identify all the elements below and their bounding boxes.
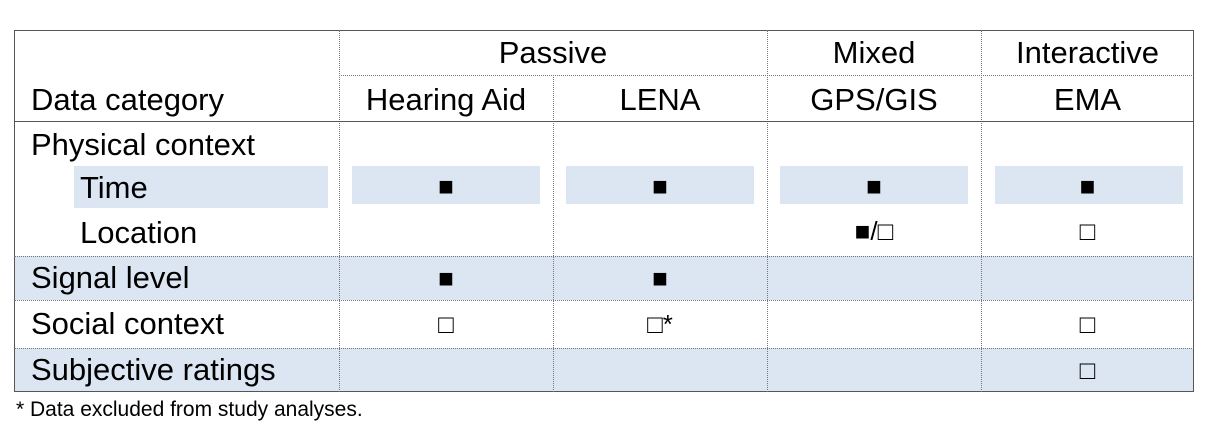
cell-signal-level-hearing-aid: ■ bbox=[438, 263, 454, 293]
row-divider bbox=[14, 348, 1194, 349]
column-divider bbox=[339, 30, 340, 392]
band-subjective-ratings bbox=[14, 348, 1194, 392]
header-divider bbox=[14, 121, 1194, 122]
row-label-subjective-ratings: Subjective ratings bbox=[31, 352, 276, 387]
cell-location-ema: □ bbox=[1079, 216, 1096, 246]
column-header-hearing-aid: Hearing Aid bbox=[365, 82, 527, 117]
cell-location-gps-gis: ■/□ bbox=[854, 216, 894, 246]
group-header-mixed: Mixed bbox=[832, 35, 916, 70]
data-category-header: Data category bbox=[31, 82, 224, 117]
column-header-ema: EMA bbox=[1053, 82, 1122, 117]
row-label-signal-level: Signal level bbox=[31, 260, 190, 295]
column-header-lena: LENA bbox=[619, 82, 701, 117]
table-frame bbox=[14, 30, 1194, 392]
band-signal-level bbox=[14, 256, 1194, 300]
band-time-label bbox=[74, 166, 328, 208]
footnote: * Data excluded from study analyses. bbox=[16, 398, 363, 421]
row-divider bbox=[14, 300, 1194, 301]
row-label-time: Time bbox=[80, 170, 148, 205]
cell-social-context-ema: □ bbox=[1079, 309, 1096, 339]
cell-time-ema: ■ bbox=[1079, 171, 1096, 201]
row-divider bbox=[14, 256, 1194, 257]
cell-time-lena: ■ bbox=[652, 171, 668, 201]
band-time-ema bbox=[995, 166, 1183, 204]
column-divider bbox=[981, 30, 982, 392]
cell-social-context-hearing-aid: □ bbox=[438, 309, 454, 339]
cell-time-gps-gis: ■ bbox=[866, 171, 882, 201]
row-label-physical-context: Physical context bbox=[31, 127, 255, 162]
column-header-gps-gis: GPS/GIS bbox=[810, 82, 938, 117]
group-header-interactive: Interactive bbox=[1015, 35, 1159, 70]
row-label-location: Location bbox=[80, 215, 198, 250]
group-underline bbox=[339, 75, 1194, 76]
cell-signal-level-lena: ■ bbox=[652, 263, 668, 293]
band-time-hearing-aid bbox=[352, 166, 540, 204]
column-divider bbox=[553, 75, 554, 392]
column-divider bbox=[767, 30, 768, 392]
cell-social-context-lena: □* bbox=[647, 309, 673, 339]
cell-time-hearing-aid: ■ bbox=[438, 171, 454, 201]
band-time-lena bbox=[566, 166, 754, 204]
band-time-gps bbox=[780, 166, 968, 204]
row-label-social-context: Social context bbox=[31, 306, 224, 341]
cell-subjective-ratings-ema: □ bbox=[1079, 355, 1096, 385]
group-header-passive: Passive bbox=[498, 35, 608, 70]
